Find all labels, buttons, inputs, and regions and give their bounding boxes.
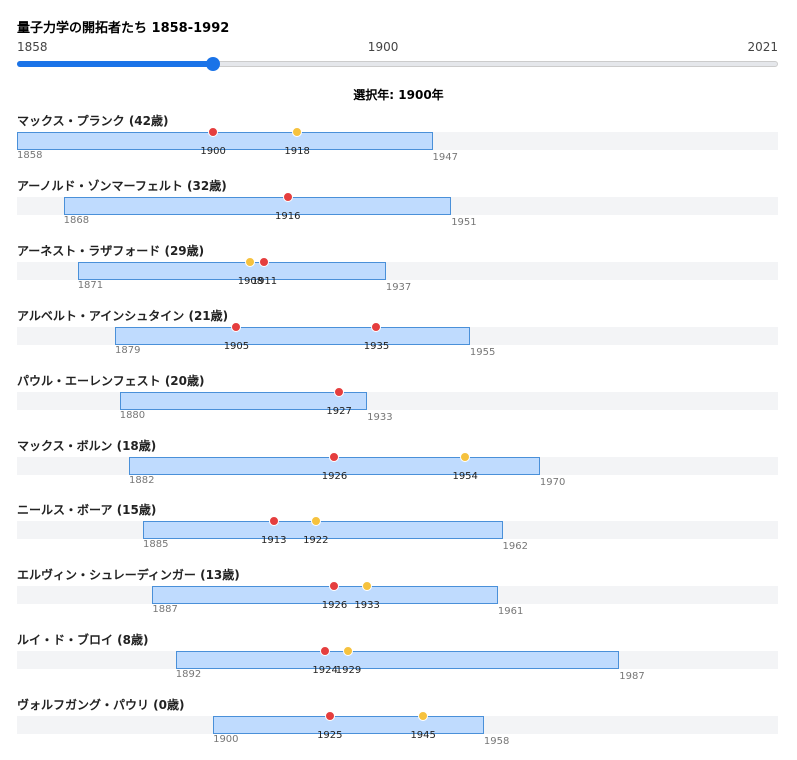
person-name: ルイ・ド・ブロイ (8歳)	[17, 633, 149, 648]
slider-fill	[17, 61, 214, 67]
event-year: 1954	[452, 470, 478, 482]
event-year: 1911	[251, 275, 278, 287]
title: 量子力学の開拓者たち 1858-1992	[17, 21, 230, 36]
death-label: 1933	[367, 411, 393, 423]
event-year: 1900	[200, 146, 226, 157]
death-label: 1958	[483, 736, 510, 748]
event-year: 1908	[237, 275, 264, 287]
birth-label: 1868	[63, 214, 90, 226]
life-bar	[115, 326, 470, 345]
death-label: 1987	[619, 671, 645, 683]
life-bar	[152, 586, 498, 605]
event-year: 1929	[335, 665, 362, 677]
death-label: 1947	[432, 152, 458, 163]
event-year: 1926	[321, 470, 348, 482]
person-name: アーノルド・ゾンマーフェルト (32歳)	[17, 178, 227, 193]
death-label: 1955	[469, 346, 496, 358]
death-label: 1937	[385, 281, 412, 293]
death-label: 1970	[539, 476, 566, 488]
event-dot	[310, 516, 321, 527]
birth-label: 1871	[77, 279, 104, 291]
event-year: 1927	[326, 405, 352, 417]
event-dot	[371, 321, 382, 332]
event-year: 1933	[354, 600, 380, 612]
event-dot	[418, 711, 429, 722]
selected-year: 選択年: 1900年	[353, 88, 444, 102]
event-dot	[208, 127, 219, 137]
birth-label: 1879	[115, 344, 141, 356]
event-dot	[343, 646, 354, 657]
life-bar	[175, 651, 620, 670]
event-year: 1945	[410, 730, 436, 742]
life-bar	[77, 261, 386, 280]
person-name: アルベルト・アインシュタイン (21歳)	[17, 308, 229, 323]
slider-thumb[interactable]	[206, 57, 221, 71]
event-dot	[334, 386, 345, 397]
life-bar	[63, 196, 452, 215]
life-bar	[213, 716, 484, 735]
event-dot	[231, 321, 242, 332]
birth-label: 1858	[17, 150, 43, 161]
death-label: 1951	[451, 216, 477, 228]
event-dot	[282, 191, 293, 202]
person-name: アーネスト・ラザフォード (29歳)	[17, 243, 205, 258]
life-bar	[143, 521, 503, 540]
birth-label: 1885	[143, 539, 169, 551]
event-dot	[320, 646, 331, 657]
event-dot	[460, 451, 471, 462]
birth-label: 1880	[119, 409, 146, 421]
event-dot	[329, 451, 340, 462]
person-name: ヴォルフガング・パウリ (0歳)	[17, 698, 185, 713]
death-label: 1962	[502, 541, 528, 553]
person-name: ニールス・ボーア (15歳)	[17, 503, 157, 518]
event-dot	[362, 581, 373, 592]
event-dot	[245, 256, 256, 267]
person-name: マックス・プランク (42歳)	[17, 114, 169, 128]
event-dot	[259, 256, 270, 267]
person-name: パウル・エーレンフェスト (20歳)	[17, 373, 205, 388]
event-year: 1913	[261, 535, 287, 547]
person-name: エルヴィン・シュレーディンガー (13歳)	[17, 568, 240, 583]
event-year: 1925	[317, 730, 343, 742]
event-year: 1935	[363, 340, 390, 352]
event-year: 1905	[223, 340, 250, 352]
event-year: 1918	[284, 146, 310, 157]
event-dot	[324, 711, 335, 722]
event-dot	[292, 127, 303, 137]
event-dot	[329, 581, 340, 592]
event-year: 1926	[321, 600, 348, 612]
slider-value: 1900	[367, 40, 399, 54]
slider-max: 2021	[747, 40, 778, 54]
birth-label: 1900	[213, 734, 239, 746]
birth-label: 1887	[152, 604, 178, 616]
birth-label: 1892	[175, 669, 202, 681]
birth-label: 1882	[129, 474, 155, 486]
event-year: 1922	[303, 535, 329, 547]
event-year: 1924	[312, 665, 338, 677]
death-label: 1961	[497, 606, 524, 618]
life-bar	[119, 391, 368, 410]
event-dot	[268, 516, 279, 527]
person-name: マックス・ボルン (18歳)	[17, 438, 157, 453]
slider-min: 1858	[17, 40, 48, 54]
life-bar	[17, 132, 433, 150]
event-year: 1916	[275, 210, 301, 222]
